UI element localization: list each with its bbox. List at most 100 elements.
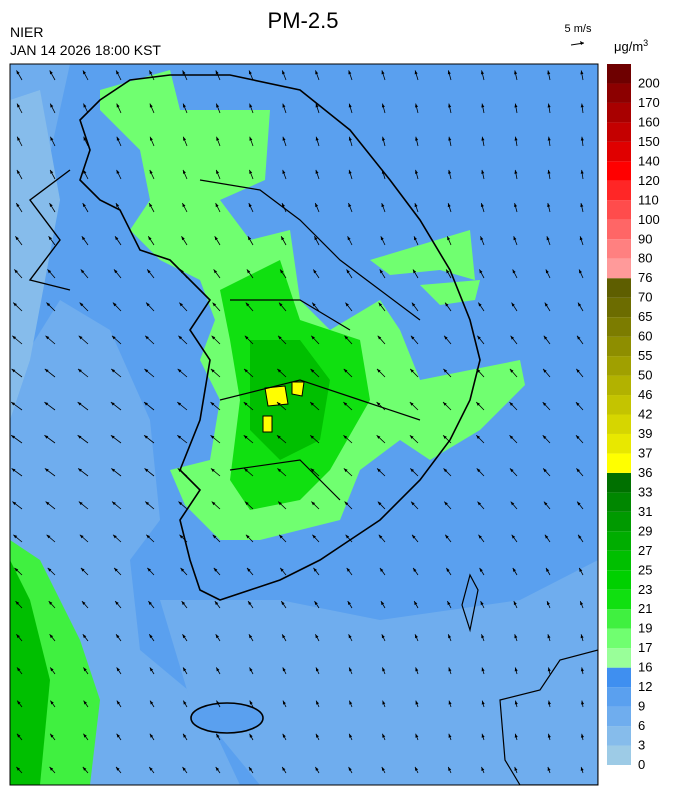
wind-arrow-head xyxy=(376,435,381,439)
colorbar-segment xyxy=(607,375,631,396)
wind-arrow-head xyxy=(411,501,415,506)
wind-arrow-head xyxy=(311,335,315,340)
wind-arrow-head xyxy=(476,368,481,373)
wind-arrow-head xyxy=(547,169,551,174)
wind-arrow-head xyxy=(514,733,518,738)
wind-arrow-head xyxy=(116,136,120,141)
wind-arrow-head xyxy=(378,302,383,307)
wind-arrow-head xyxy=(514,766,518,771)
map-frame xyxy=(9,63,599,786)
colorbar-segment xyxy=(607,570,631,590)
wind-arrow-head xyxy=(547,70,551,75)
wind-arrow-head xyxy=(479,269,483,274)
wind-arrow-head xyxy=(415,103,419,108)
colorbar-label: 60 xyxy=(638,329,652,344)
wind-arrow-head xyxy=(78,468,82,472)
colorbar-segment xyxy=(607,219,631,240)
wind-arrow-head xyxy=(381,634,385,639)
wind-arrow-head xyxy=(348,766,352,771)
wind-arrow-head xyxy=(111,468,116,472)
colorbar-segment xyxy=(607,141,631,162)
wind-arrow-head xyxy=(48,236,53,241)
wind-arrow-head xyxy=(81,601,86,605)
wind-arrow-head xyxy=(213,269,218,274)
wind-arrow-head xyxy=(349,700,353,705)
wind-arrow-head xyxy=(414,70,418,75)
wind-arrow-head xyxy=(77,368,82,373)
wind-arrow-head xyxy=(182,634,186,639)
wind-arrow-head xyxy=(211,335,216,340)
wind-arrow-head xyxy=(315,634,319,639)
wind-arrow-head xyxy=(17,700,21,705)
wind-arrow-head xyxy=(414,169,419,174)
colorbar-segment xyxy=(607,239,631,259)
wind-arrow-head xyxy=(448,136,452,141)
wind-arrow-head xyxy=(82,203,86,208)
wind-arrow-head xyxy=(443,368,448,373)
wind-arrow-head xyxy=(181,236,185,241)
wind-arrow-head xyxy=(145,501,150,506)
wind-arrow-head xyxy=(282,136,286,141)
wind-arrow-head xyxy=(580,203,584,208)
wind-arrow-head xyxy=(510,501,515,506)
wind-arrow-head xyxy=(81,236,86,241)
wind-arrow-head xyxy=(545,567,550,572)
wind-arrow-head xyxy=(116,103,120,108)
wind-arrow-head xyxy=(580,601,584,606)
wind-arrow-head xyxy=(115,601,119,605)
wind-arrow-head xyxy=(180,567,185,572)
wind-arrow-head xyxy=(110,435,115,439)
wind-arrow-head xyxy=(144,368,149,373)
wind-arrow-head xyxy=(281,601,285,606)
wind-arrow-head xyxy=(514,667,518,672)
wind-arrow-head xyxy=(343,402,348,406)
colorbar-segment xyxy=(607,453,631,473)
colorbar-label: 76 xyxy=(638,270,652,285)
colorbar-segment xyxy=(607,667,631,688)
wind-arrow-head xyxy=(111,335,116,340)
wind-arrow-head xyxy=(579,567,583,572)
sea-region xyxy=(160,560,598,785)
wind-arrow-head xyxy=(476,468,481,473)
wind-arrow-head xyxy=(379,269,383,274)
wind-arrow-head xyxy=(144,435,148,439)
wind-arrow-head xyxy=(381,766,385,771)
wind-arrow-head xyxy=(49,766,54,771)
wind-arrow-head xyxy=(547,700,551,705)
colorbar-label: 16 xyxy=(638,660,652,675)
unit-exponent: 3 xyxy=(643,38,648,48)
wind-arrow-head xyxy=(414,236,417,241)
wind-arrow-head xyxy=(509,468,514,473)
wind-arrow-head xyxy=(147,567,152,572)
wind-arrow-head xyxy=(49,203,53,208)
wind-arrow-head xyxy=(578,534,582,539)
colorbar-segment xyxy=(607,180,631,201)
wind-arrow-head xyxy=(247,236,252,241)
wind-arrow-head xyxy=(180,269,184,274)
wind-arrow-head xyxy=(77,402,82,406)
wind-arrow-head xyxy=(82,70,87,75)
wind-arrow-head xyxy=(580,700,585,705)
wind-arrow-head xyxy=(314,601,318,606)
wind-arrow-head xyxy=(116,169,120,174)
wind-arrow-head xyxy=(547,733,551,738)
wind-arrow-head xyxy=(447,601,451,606)
wind-arrow-head xyxy=(575,402,580,406)
colorbar-segment xyxy=(607,64,631,84)
colorbar-label: 33 xyxy=(638,484,652,499)
wind-arrow-head xyxy=(382,667,386,672)
wind-arrow-head xyxy=(213,567,218,572)
wind-arrow-head xyxy=(277,368,282,373)
wind-arrow-head xyxy=(509,368,514,373)
wind-arrow-head xyxy=(580,136,584,141)
wind-field xyxy=(10,70,585,774)
wind-arrow-head xyxy=(348,203,352,208)
colorbar-segment xyxy=(607,356,631,376)
wind-arrow-head xyxy=(312,302,316,307)
wind-arrow-head xyxy=(116,766,120,771)
wind-arrow-head xyxy=(150,136,153,141)
wind-arrow-head xyxy=(348,70,352,75)
colorbar-label: 120 xyxy=(638,173,660,188)
wind-arrow-head xyxy=(445,302,449,307)
wind-arrow-head xyxy=(181,601,186,605)
